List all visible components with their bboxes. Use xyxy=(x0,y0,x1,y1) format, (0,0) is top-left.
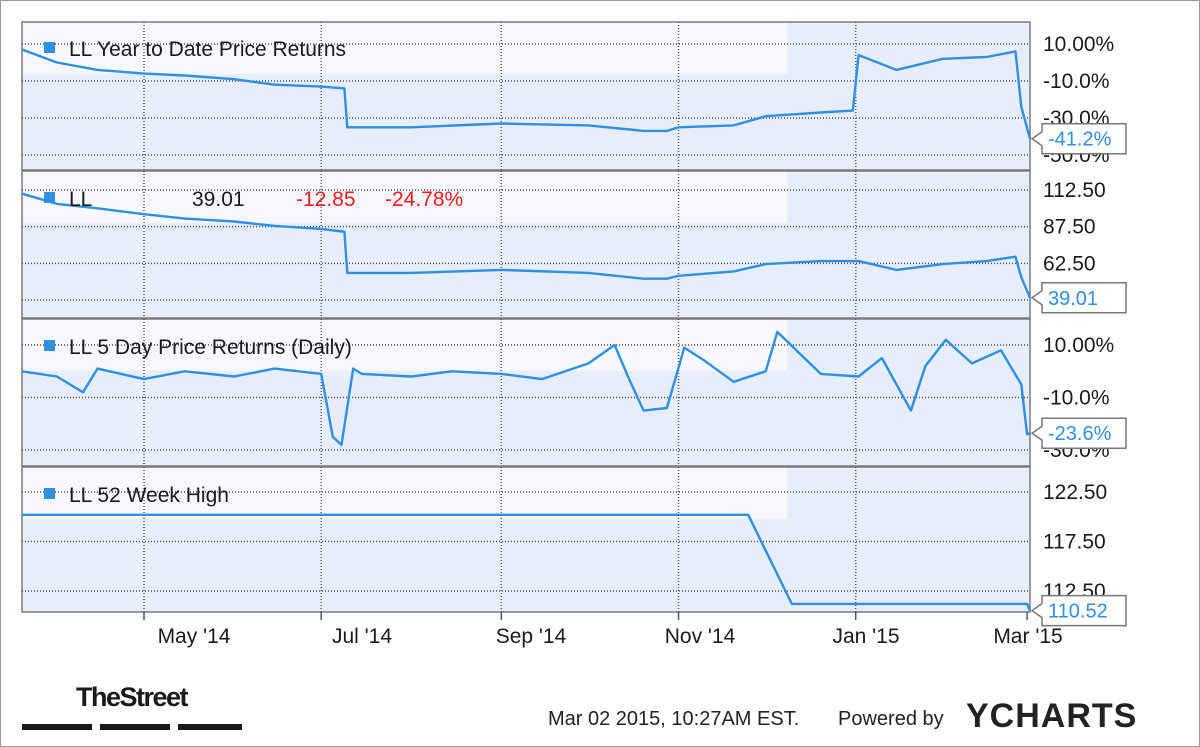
callout-box xyxy=(1030,594,1127,627)
series-line xyxy=(22,513,1032,612)
logo-bar xyxy=(178,724,242,730)
last-value-callout: 39.01 xyxy=(1030,282,1127,314)
last-value-callout: -41.2% xyxy=(1030,122,1127,155)
powered-by-label: Powered by xyxy=(838,708,944,730)
legend-panel-1: LL Year to Date Price Returns xyxy=(44,38,346,61)
ycharts-logo[interactable]: YCHARTS xyxy=(966,697,1137,736)
series-line xyxy=(21,48,1032,140)
last-value-callout: -23.6% xyxy=(1030,417,1127,449)
legend-label: LL Year to Date Price Returns xyxy=(69,38,346,61)
y-tick-label: 62.50 xyxy=(1043,252,1096,275)
x-tick-label: Jan '15 xyxy=(832,625,899,648)
logo-bar xyxy=(22,724,92,730)
legend-swatch xyxy=(44,340,55,351)
legend-band xyxy=(22,319,787,371)
legend-panel-3: LL 5 Day Price Returns (Daily) xyxy=(44,336,352,359)
series-line xyxy=(21,192,1032,299)
y-tick-label: 87.50 xyxy=(1043,216,1096,239)
y-tick-label: 10.00% xyxy=(1043,33,1114,56)
x-tick-label: Nov '14 xyxy=(665,625,736,648)
legend-label: LL 52 Week High xyxy=(69,484,229,507)
callout-box xyxy=(1030,417,1127,449)
ycharts-logo-text: YCHARTS xyxy=(966,697,1138,735)
last-price: 39.01 xyxy=(192,188,245,211)
y-tick-label: 117.50 xyxy=(1043,531,1106,554)
callout-box xyxy=(1030,282,1127,314)
panel-border xyxy=(21,318,1031,467)
legend-band xyxy=(22,467,787,519)
last-value-callout: 110.52 xyxy=(1030,594,1127,627)
x-tick-label: Mar '15 xyxy=(993,625,1062,648)
thestreet-logo[interactable]: TheStreet xyxy=(76,682,189,712)
legend-swatch xyxy=(44,488,55,499)
price-change: -12.85 xyxy=(296,188,356,211)
legend-panel-4: LL 52 Week High xyxy=(44,484,229,507)
last-value-label: -23.6% xyxy=(1048,423,1112,445)
legend-swatch xyxy=(44,192,55,203)
x-tick-label: May '14 xyxy=(158,625,231,648)
x-tick-label: Sep '14 xyxy=(496,625,567,648)
panel-border xyxy=(21,21,1031,171)
legend-swatch xyxy=(44,42,55,53)
logo-bar xyxy=(100,724,170,730)
y-tick-label: -10.0% xyxy=(1043,387,1110,410)
panel-border xyxy=(21,466,1031,613)
price-change-pct: -24.78% xyxy=(385,188,463,211)
legend-label: LL 5 Day Price Returns (Daily) xyxy=(69,336,352,359)
y-tick-label: 122.50 xyxy=(1043,481,1107,504)
y-tick-label: 112.50 xyxy=(1043,179,1106,202)
last-value-label: 110.52 xyxy=(1048,601,1108,623)
legend-band xyxy=(22,22,787,74)
series-line xyxy=(21,330,1031,446)
timestamp: Mar 02 2015, 10:27AM EST. xyxy=(548,708,800,730)
callout-box xyxy=(1030,122,1127,155)
legend-label: LL xyxy=(69,188,92,211)
last-value-label: -41.2% xyxy=(1048,129,1112,151)
x-tick-label: Jul '14 xyxy=(332,625,392,648)
panel-border xyxy=(21,170,1031,319)
y-tick-label: 10.00% xyxy=(1043,334,1114,357)
legend-panel-2: LL 39.01 -12.85 -24.78% xyxy=(44,188,463,211)
x-axis: May '14 Jul '14 Sep '14 Nov '14 Jan '15 … xyxy=(158,625,1063,648)
last-value-label: 39.01 xyxy=(1048,288,1098,310)
thestreet-logo-bars xyxy=(22,724,242,730)
y-tick-label: -10.0% xyxy=(1043,70,1110,93)
